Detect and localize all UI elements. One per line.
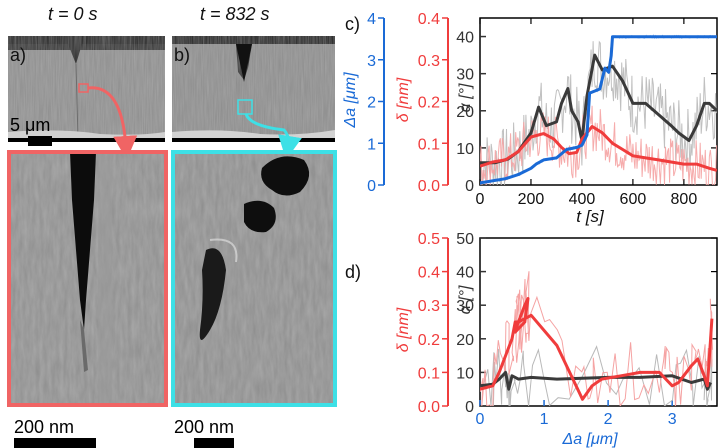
- scalebar-200nm-b-label: 200 nm: [174, 417, 234, 437]
- chart-c-alpha-axis-label: α [°]: [457, 83, 474, 112]
- chart-c-y-tick-label: 0.4: [418, 11, 440, 28]
- panel-a-time-label: t = 0 s: [48, 4, 98, 24]
- zoom-image-b: [171, 150, 337, 407]
- chart-d-raw-traces: [480, 271, 714, 406]
- chart-d-x-tick-label: 1: [540, 411, 549, 428]
- chart-c-y-tick-label: 20: [456, 104, 474, 121]
- chart-c-line-delta-a: [480, 35, 717, 185]
- chart-d-delta-axis-label: δ [nm]: [395, 307, 412, 352]
- chart-c-y-tick-label: 3: [367, 53, 376, 70]
- chart-d-alpha-axis-label: α [°]: [457, 285, 474, 314]
- chart-d-y-tick-label: 0.1: [418, 365, 440, 382]
- chart-c-y-tick-label: 0.3: [418, 53, 440, 70]
- chart-c-delta-a-axis: Δa [μm]: [342, 18, 385, 185]
- chart-c-y-tick-label: 0.2: [418, 95, 440, 112]
- chart-d-raw-alpha: [480, 345, 713, 406]
- chart-c-raw-delta: [480, 105, 717, 185]
- panel-b-time-label: t = 832 s: [200, 4, 270, 24]
- chart-c-x-tick-label: 400: [569, 191, 596, 208]
- micrograph-panels: t = 0 s t = 832 s 5 μm a) b): [7, 4, 337, 448]
- scalebar-5um-label: 5 μm: [10, 115, 50, 135]
- chart-d-y-tick-label: 0: [465, 399, 474, 416]
- scalebar-5um: [28, 136, 52, 146]
- chart-c-x-tick-label: 200: [518, 191, 545, 208]
- panel-b-label: b): [174, 45, 190, 65]
- chart-c-y-tick-label: 1: [367, 136, 376, 153]
- chart-c-frame: [479, 17, 718, 186]
- chart-d-y-tick-label: 50: [456, 231, 474, 248]
- chart-c-x-tick-label: 600: [620, 191, 647, 208]
- zoom-image-a: [7, 150, 168, 407]
- chart-c-delta-a-axis-label: Δa [μm]: [342, 72, 359, 129]
- chart-c-y-tick-label: 4: [367, 11, 376, 28]
- chart-c-x-axis-label: t [s]: [576, 207, 605, 226]
- chart-c-line-delta: [480, 125, 717, 172]
- chart-d-delta-axis: δ [nm]: [395, 238, 449, 406]
- chart-c-y-tick-label: 0.0: [418, 178, 440, 195]
- chart-c-y-tick-label: 0: [465, 178, 474, 195]
- chart-c-delta-axis-label: δ [nm]: [395, 77, 412, 122]
- chart-d-y-tick-label: 10: [456, 365, 474, 382]
- sem-image-a: 5 μm: [8, 36, 165, 146]
- chart-c-y-tick-label: 30: [456, 67, 474, 84]
- zoom-arrow-a: [87, 86, 138, 160]
- sem-image-b: [172, 36, 335, 142]
- chart-c-y-tick-label: 0: [367, 178, 376, 195]
- panel-a-label: a): [10, 45, 26, 65]
- chart-d-y-tick-label: 0.4: [418, 265, 440, 282]
- scalebar-200nm-b: [194, 438, 234, 448]
- chart-d-raw-delta: [480, 271, 714, 406]
- scalebar-200nm-a-label: 200 nm: [14, 417, 74, 437]
- chart-c-y-tick-label: 0.1: [418, 136, 440, 153]
- chart-c-y-tick-label: 10: [456, 141, 474, 158]
- chart-d-y-tick-label: 0.2: [418, 332, 440, 349]
- chart-d-x-tick-label: 2: [604, 411, 613, 428]
- chart-d-y-tick-label: 30: [456, 298, 474, 315]
- chart-d-y-tick-label: 0.3: [418, 298, 440, 315]
- chart-d-y-tick-label: 20: [456, 332, 474, 349]
- chart-d-x-axis-label: Δa [μm]: [561, 431, 618, 448]
- chart-c-line-alpha: [480, 53, 717, 165]
- chart-c-x-tick-label: 800: [671, 191, 698, 208]
- chart-c-panel-label: c): [345, 14, 360, 34]
- chart-d-x-tick-label: 3: [668, 411, 677, 428]
- chart-d: d) δ [nm] α [°] 0 1 2 3 0.0 0.1 0.2 0.3 0.4 0.5 0 1…: [345, 231, 718, 448]
- chart-d-line-delta: [480, 297, 714, 401]
- chart-c-y-tick-label: 40: [456, 30, 474, 47]
- zoom-arrow-b: [244, 113, 302, 160]
- chart-d-y-tick-label: 0.0: [418, 399, 440, 416]
- chart-c-y-tick-label: 2: [367, 95, 376, 112]
- chart-c-x-tick-label: 0: [476, 191, 485, 208]
- zoom-box-b: [237, 99, 253, 115]
- chart-d-y-tick-label: 40: [456, 265, 474, 282]
- chart-d-y-tick-label: 0.5: [418, 231, 440, 248]
- chart-d-line-alpha: [480, 370, 712, 391]
- chart-d-x-tick-label: 0: [476, 411, 485, 428]
- chart-c: c) Δa [μm] δ [nm] α [°] 0 200 400 600 800012…: [342, 11, 718, 226]
- chart-d-frame: [479, 237, 718, 407]
- chart-d-panel-label: d): [345, 262, 361, 282]
- scalebar-200nm-a: [14, 438, 96, 448]
